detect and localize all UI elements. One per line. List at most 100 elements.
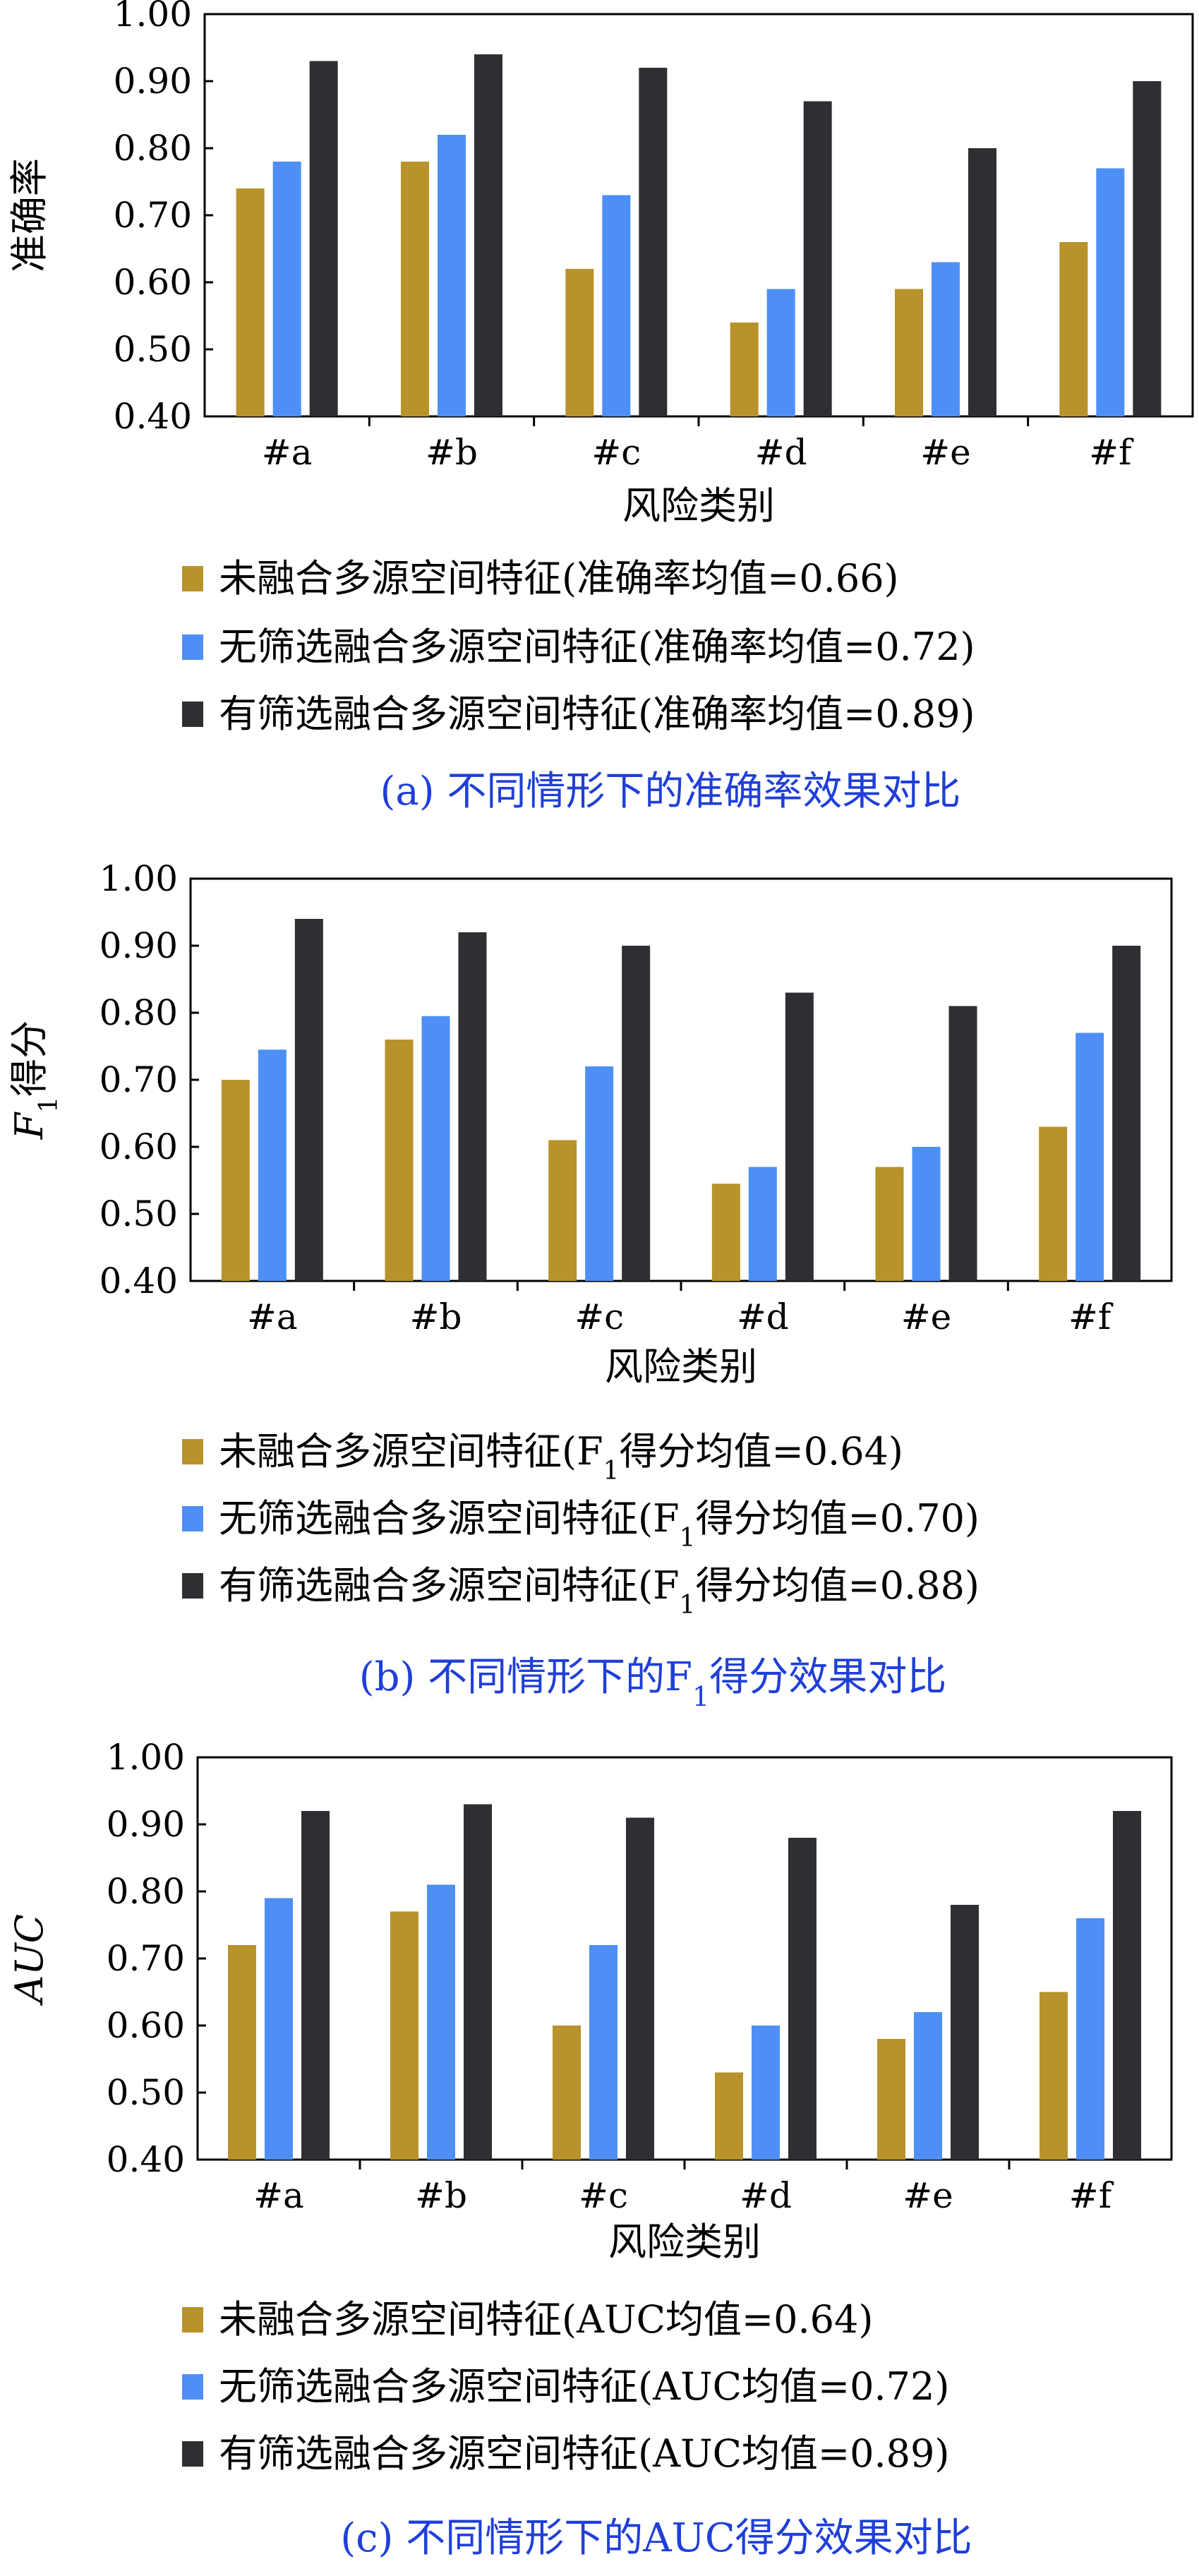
y-tick-label: 0.70 — [100, 1059, 178, 1100]
bar-series-1-d — [711, 1184, 740, 1281]
bar-series-3-e — [948, 1006, 977, 1281]
bar-series-3-e — [968, 148, 996, 416]
y-tick-label: 1.00 — [107, 1737, 185, 1778]
legend-swatch-1 — [182, 1439, 203, 1464]
x-tick-label: #a — [253, 2175, 304, 2216]
bar-series-1-e — [877, 2039, 905, 2160]
y-tick-label: 0.40 — [107, 2139, 185, 2180]
x-axis-title: 风险类别 — [605, 1344, 757, 1389]
bar-series-2-f — [1096, 168, 1125, 416]
bar-series-1-f — [1039, 1126, 1068, 1281]
bar-series-2-a — [265, 1898, 293, 2160]
legend-swatch-2 — [182, 634, 203, 660]
y-tick-label: 0.90 — [114, 61, 192, 102]
bar-series-1-f — [1040, 1992, 1068, 2160]
bar-series-3-f — [1112, 946, 1141, 1281]
y-tick-label: 0.90 — [107, 1804, 185, 1845]
bar-series-1-d — [730, 323, 759, 416]
bar-series-2-d — [766, 289, 795, 416]
bar-series-2-e — [914, 2012, 942, 2160]
y-tick-label: 0.70 — [114, 195, 192, 236]
bar-series-2-d — [748, 1167, 777, 1281]
legend-label-2: 无筛选融合多源空间特征(F1得分均值=0.70) — [219, 1496, 980, 1553]
legend-label-1: 未融合多源空间特征(AUC均值=0.64) — [219, 2297, 873, 2342]
x-tick-label: #d — [737, 1296, 789, 1337]
legend-swatch-3 — [182, 2441, 203, 2467]
bar-series-2-b — [438, 135, 466, 416]
bar-series-2-f — [1076, 1918, 1104, 2160]
y-tick-label: 1.00 — [114, 0, 192, 35]
bar-series-2-c — [589, 1945, 617, 2160]
y-tick-label: 0.80 — [107, 1871, 185, 1912]
legend-label-1: 未融合多源空间特征(准确率均值=0.66) — [219, 556, 899, 601]
legend-label-3: 有筛选融合多源空间特征(AUC均值=0.89) — [219, 2431, 949, 2476]
x-tick-label: #d — [740, 2175, 792, 2216]
chart-panel-1: 0.40 0.50 0.60 0.70 0.80 0.90 1.00 #a #b #c #d #e #f… — [7, 0, 1194, 814]
x-axis-title: 风险类别 — [608, 2220, 761, 2264]
bar-series-1-a — [221, 1080, 250, 1281]
x-tick-label: #e — [920, 432, 970, 473]
bar-series-1-d — [715, 2072, 743, 2160]
legend-swatch-1 — [182, 566, 203, 591]
x-tick-label: #a — [247, 1296, 298, 1337]
y-tick-label: 0.90 — [100, 925, 178, 966]
x-tick-label: #b — [426, 432, 478, 473]
bar-series-3-a — [294, 919, 323, 1281]
legend-label-3: 有筛选融合多源空间特征(F1得分均值=0.88) — [219, 1563, 980, 1620]
x-axis-title: 风险类别 — [622, 483, 775, 528]
y-tick-label: 0.80 — [100, 992, 178, 1033]
y-axis-title: 准确率 — [7, 158, 52, 272]
bar-series-2-b — [421, 1016, 450, 1281]
panel-caption: (c) 不同情形下的AUC得分效果对比 — [340, 2515, 972, 2561]
x-tick-label: #e — [901, 1296, 951, 1337]
chart-panel-3: 0.40 0.50 0.60 0.70 0.80 0.90 1.00 #a #b #c #d #e #f… — [7, 1737, 1173, 2561]
legend-label-1: 未融合多源空间特征(F1得分均值=0.64) — [219, 1429, 903, 1486]
y-tick-label: 0.80 — [114, 128, 192, 169]
legend-swatch-2 — [182, 1506, 203, 1531]
x-tick-label: #c — [579, 2175, 628, 2216]
y-tick-label: 0.60 — [100, 1126, 178, 1167]
bar-series-3-a — [309, 61, 338, 416]
bar-series-1-f — [1059, 242, 1088, 416]
legend-label-3: 有筛选融合多源空间特征(准确率均值=0.89) — [219, 692, 975, 736]
legend-swatch-3 — [182, 702, 203, 727]
bar-series-2-c — [602, 195, 631, 416]
y-tick-label: 0.60 — [107, 2005, 185, 2046]
x-tick-label: #f — [1089, 432, 1134, 473]
plot-frame — [196, 1756, 1173, 2161]
bar-series-1-b — [385, 1040, 414, 1281]
bar-series-3-a — [301, 1811, 330, 2160]
bar-series-3-b — [458, 932, 487, 1281]
y-tick-label: 0.40 — [100, 1260, 178, 1301]
y-tick-label: 1.00 — [100, 858, 178, 899]
bar-series-2-a — [272, 162, 301, 416]
legend-swatch-2 — [182, 2374, 203, 2400]
bar-series-2-e — [912, 1147, 941, 1281]
bar-series-1-c — [565, 269, 594, 416]
legend-label-2: 无筛选融合多源空间特征(AUC均值=0.72) — [219, 2364, 949, 2409]
bar-series-2-a — [258, 1049, 287, 1281]
panel-caption: (a) 不同情形下的准确率效果对比 — [380, 769, 961, 814]
bar-series-1-a — [236, 188, 265, 416]
bar-series-3-c — [626, 1817, 654, 2160]
bar-series-3-d — [785, 992, 814, 1281]
bar-series-3-f — [1133, 81, 1162, 416]
y-tick-label: 0.50 — [100, 1193, 178, 1234]
panel-caption: (b) 不同情形下的F1得分效果对比 — [359, 1654, 946, 1712]
x-tick-label: #f — [1069, 2175, 1114, 2216]
y-tick-label: 0.70 — [107, 1938, 185, 1979]
bar-series-2-b — [427, 1884, 455, 2160]
bar-series-1-c — [548, 1140, 577, 1281]
bar-series-2-d — [752, 2026, 780, 2160]
bar-series-3-e — [951, 1905, 979, 2160]
bar-series-3-f — [1113, 1811, 1141, 2160]
plot-frame — [189, 877, 1173, 1282]
bar-series-3-b — [474, 54, 502, 416]
chart-panel-2: 0.40 0.50 0.60 0.70 0.80 0.90 1.00 #a #b #c #d #e #f… — [7, 858, 1173, 1712]
plot-frame — [203, 13, 1194, 418]
bar-series-2-e — [932, 262, 960, 416]
x-tick-label: #b — [415, 2175, 467, 2216]
y-tick-label: 0.60 — [114, 262, 192, 303]
y-tick-label: 0.50 — [107, 2072, 185, 2113]
